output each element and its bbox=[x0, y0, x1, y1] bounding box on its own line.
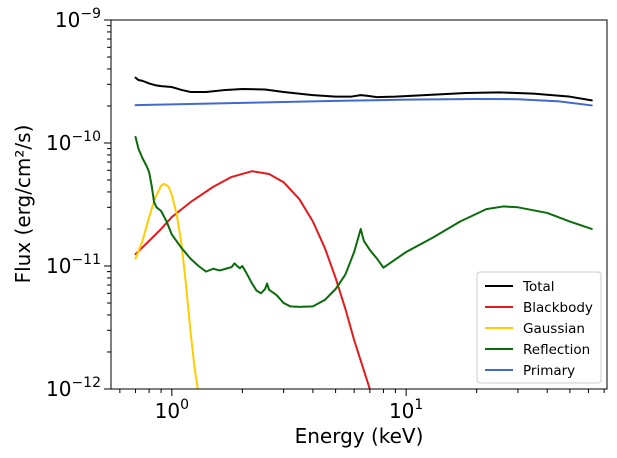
series-line-primary bbox=[134, 97, 593, 107]
y-tick-label: 10−9 bbox=[55, 6, 101, 32]
legend-item-gaussian: Gaussian bbox=[485, 321, 585, 337]
legend: Total Blackbody Gaussian Reflection Primary bbox=[476, 271, 602, 384]
plot-frame bbox=[110, 19, 608, 390]
legend-label: Primary bbox=[523, 363, 575, 379]
legend-label: Gaussian bbox=[523, 321, 585, 337]
y-tick-label: 10−11 bbox=[46, 252, 101, 278]
y-axis-label: Flux (erg/cm²/s) bbox=[11, 125, 35, 284]
legend-label: Reflection bbox=[523, 342, 590, 358]
ticks-layer: 100 101 10−12 10−11 10−10 10−9 bbox=[46, 6, 605, 423]
series-line-gaussian bbox=[134, 182, 199, 389]
series-layer bbox=[134, 76, 593, 389]
x-tick-label: 101 bbox=[389, 397, 423, 423]
legend-label: Total bbox=[522, 279, 555, 295]
legend-item-reflection: Reflection bbox=[485, 342, 590, 358]
legend-item-blackbody: Blackbody bbox=[485, 300, 593, 316]
x-tick-label: 100 bbox=[155, 397, 189, 423]
legend-label: Blackbody bbox=[523, 300, 593, 316]
series-line-total bbox=[134, 76, 593, 102]
legend-box bbox=[476, 271, 602, 384]
legend-item-total: Total bbox=[485, 279, 555, 295]
series-line-reflection bbox=[134, 135, 593, 308]
series-line-blackbody bbox=[134, 170, 371, 389]
y-tick-label: 10−12 bbox=[46, 375, 101, 401]
y-tick-label: 10−10 bbox=[46, 129, 101, 155]
legend-item-primary: Primary bbox=[485, 363, 575, 379]
x-axis-label: Energy (keV) bbox=[295, 424, 424, 448]
